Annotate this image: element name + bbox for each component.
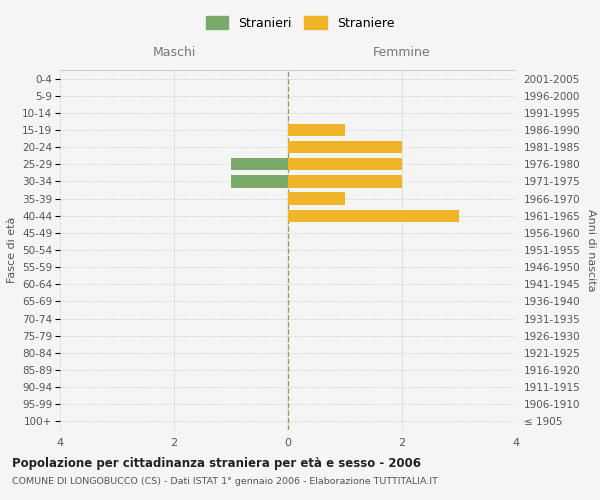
Bar [288, 124, 345, 136]
Bar [288, 141, 402, 154]
Bar [231, 176, 288, 188]
Text: Femmine: Femmine [373, 46, 431, 59]
Bar [288, 158, 402, 170]
Text: Maschi: Maschi [152, 46, 196, 59]
Bar [231, 158, 288, 170]
Bar [288, 192, 345, 204]
Text: COMUNE DI LONGOBUCCO (CS) - Dati ISTAT 1° gennaio 2006 - Elaborazione TUTTITALIA: COMUNE DI LONGOBUCCO (CS) - Dati ISTAT 1… [12, 478, 438, 486]
Text: Popolazione per cittadinanza straniera per età e sesso - 2006: Popolazione per cittadinanza straniera p… [12, 458, 421, 470]
Bar [288, 176, 402, 188]
Y-axis label: Fasce di età: Fasce di età [7, 217, 17, 283]
Y-axis label: Anni di nascita: Anni di nascita [586, 209, 596, 291]
Legend: Stranieri, Straniere: Stranieri, Straniere [201, 11, 399, 35]
Bar [288, 210, 459, 222]
